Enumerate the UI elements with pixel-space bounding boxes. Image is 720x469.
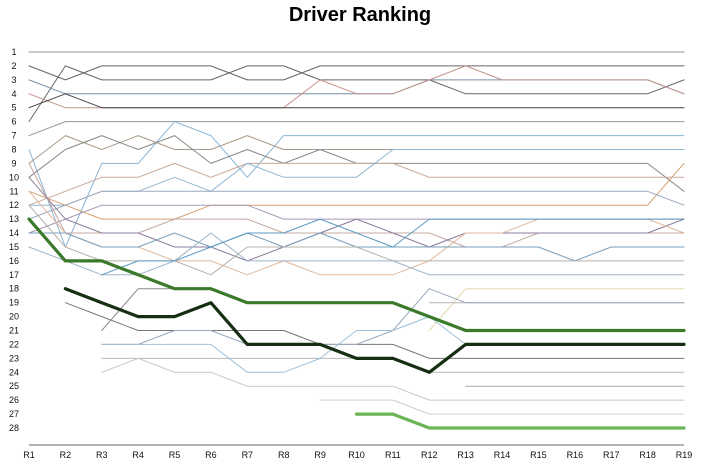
y-tick-label: 9 bbox=[11, 158, 16, 168]
x-tick-label: R12 bbox=[421, 450, 438, 460]
y-tick-label: 11 bbox=[9, 186, 18, 196]
y-tick-label: 8 bbox=[11, 144, 16, 154]
x-tick-label: R3 bbox=[96, 450, 108, 460]
y-tick-label: 26 bbox=[9, 395, 19, 405]
series-line bbox=[63, 287, 686, 374]
series-line bbox=[27, 217, 686, 333]
x-tick-label: R8 bbox=[278, 450, 290, 460]
chart-title: Driver Ranking bbox=[288, 4, 432, 26]
y-tick-label: 2 bbox=[11, 61, 16, 71]
tick-labels: R1 R2 R3 R4 R5 R6 R7 R8 R9 R10 R11 R12 R13 R14 R15 R16 R… bbox=[9, 47, 692, 460]
series-line bbox=[101, 357, 685, 373]
y-tick-label: 14 bbox=[9, 228, 19, 238]
x-tick-label: R2 bbox=[60, 450, 72, 460]
x-tick-label: R19 bbox=[676, 450, 693, 460]
series-line bbox=[319, 399, 685, 415]
series-line bbox=[101, 218, 685, 276]
x-tick-label: R13 bbox=[457, 450, 474, 460]
y-tick-label: 17 bbox=[9, 270, 19, 280]
y-tick-label: 1 bbox=[11, 47, 16, 57]
y-tick-label: 12 bbox=[9, 200, 19, 210]
series-line bbox=[28, 93, 685, 109]
x-tick-label: R14 bbox=[494, 450, 511, 460]
series-line bbox=[28, 232, 685, 276]
y-tick-label: 3 bbox=[11, 75, 16, 85]
series-line bbox=[28, 65, 685, 81]
y-tick-label: 20 bbox=[9, 312, 19, 322]
y-tick-label: 7 bbox=[11, 131, 16, 141]
series-line bbox=[101, 357, 685, 401]
x-tick-label: R16 bbox=[567, 450, 584, 460]
y-tick-label: 6 bbox=[11, 117, 16, 127]
series-line bbox=[28, 204, 685, 276]
y-tick-label: 24 bbox=[9, 367, 19, 377]
x-tick-label: R18 bbox=[639, 450, 656, 460]
x-tick-label: R10 bbox=[348, 450, 365, 460]
y-tick-label: 23 bbox=[9, 353, 19, 363]
x-tick-label: R4 bbox=[132, 450, 144, 460]
y-tick-label: 13 bbox=[9, 214, 19, 224]
x-tick-label: R9 bbox=[314, 450, 326, 460]
series-line bbox=[64, 302, 685, 359]
x-tick-label: R15 bbox=[530, 450, 547, 460]
y-tick-label: 18 bbox=[9, 284, 19, 294]
series-line bbox=[101, 288, 685, 345]
y-tick-label: 10 bbox=[9, 172, 19, 182]
y-tick-label: 19 bbox=[9, 298, 19, 308]
x-tick-label: R6 bbox=[205, 450, 217, 460]
y-tick-label: 15 bbox=[9, 242, 19, 252]
series-line bbox=[28, 162, 685, 206]
y-tick-label: 27 bbox=[9, 409, 19, 419]
x-tick-label: R7 bbox=[242, 450, 254, 460]
y-tick-label: 5 bbox=[11, 103, 16, 113]
series-line bbox=[428, 288, 685, 331]
series-line bbox=[28, 121, 685, 137]
x-tick-label: R11 bbox=[385, 450, 401, 460]
x-tick-label: R5 bbox=[169, 450, 181, 460]
x-tick-label: R17 bbox=[603, 450, 620, 460]
x-tick-label: R1 bbox=[23, 450, 35, 460]
y-tick-label: 25 bbox=[9, 381, 19, 391]
series-line bbox=[28, 79, 685, 95]
y-tick-label: 22 bbox=[9, 339, 19, 349]
y-tick-label: 21 bbox=[9, 326, 19, 336]
series-layer bbox=[27, 51, 686, 430]
series-line bbox=[28, 65, 685, 109]
series-line bbox=[28, 162, 685, 220]
series-line bbox=[28, 176, 685, 262]
series-line bbox=[354, 412, 686, 430]
series-line bbox=[28, 121, 685, 248]
series-line bbox=[28, 65, 685, 123]
y-tick-label: 4 bbox=[11, 89, 16, 99]
y-tick-label: 28 bbox=[9, 423, 19, 433]
y-tick-label: 16 bbox=[9, 256, 19, 266]
series-line bbox=[28, 190, 685, 220]
